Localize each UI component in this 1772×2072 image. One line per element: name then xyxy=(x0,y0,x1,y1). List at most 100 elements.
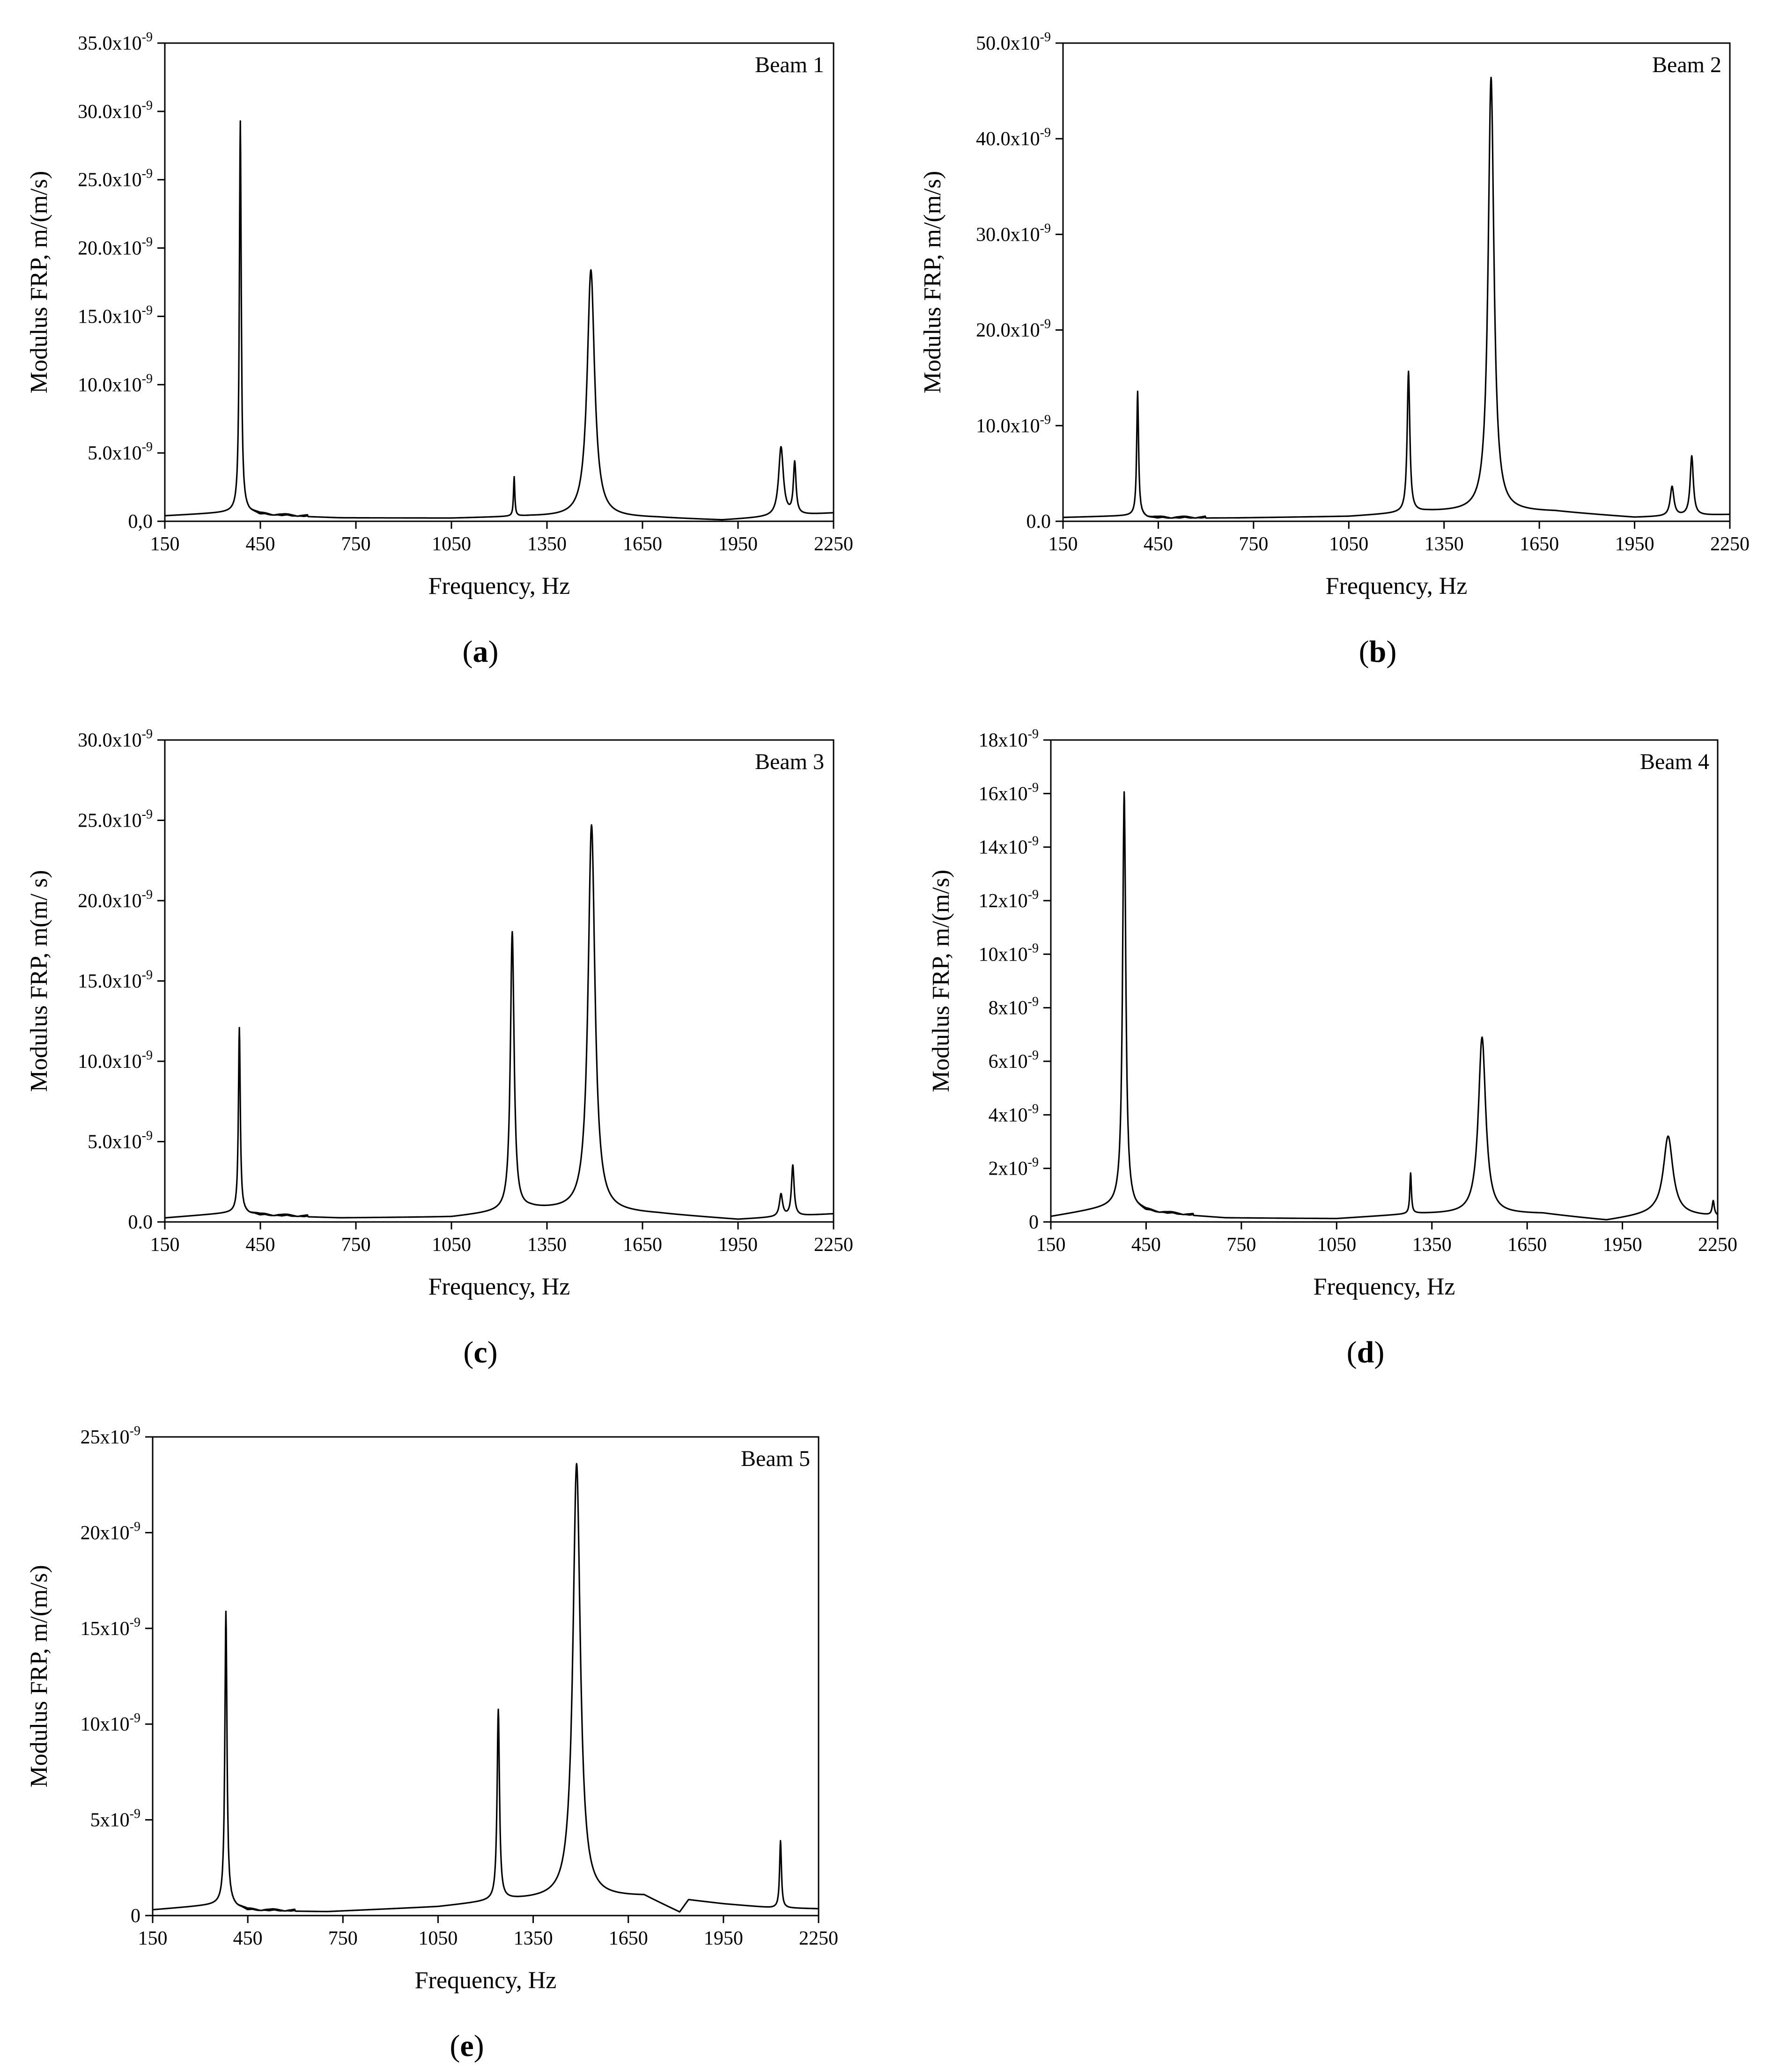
x-tick-label: 1350 xyxy=(527,533,567,555)
x-axis-title: Frequency, Hz xyxy=(1314,1273,1455,1300)
y-tick-label: 15.0x10-9 xyxy=(78,968,153,992)
chart-panel-d: 150 450 750 1050 1350 1650 1950 2250 0 2x10-9 4x10… xyxy=(928,727,1737,1300)
x-tick-label: 1650 xyxy=(609,1928,648,1949)
y-tick-label: 0 xyxy=(131,1905,140,1927)
y-axis-title: Modulus FRP, m(m/ s) xyxy=(26,870,52,1092)
y-tick-label: 20.0x10-9 xyxy=(78,888,153,912)
x-tick-label: 2250 xyxy=(799,1928,838,1949)
peak-point xyxy=(239,121,241,123)
y-tick-label: 25x10-9 xyxy=(81,1424,140,1448)
peak-point xyxy=(1137,392,1138,394)
y-tick-label: 0.0 xyxy=(128,1212,153,1233)
y-tick-label: 25.0x10-9 xyxy=(78,807,153,832)
x-tick-label: 1050 xyxy=(1317,1234,1356,1256)
peak-point xyxy=(1481,1036,1483,1038)
panel-label-a: (a) xyxy=(463,635,499,669)
x-tick-label: 450 xyxy=(246,533,275,555)
x-tick-label: 2250 xyxy=(1698,1234,1737,1256)
y-tick-label: 10x10-9 xyxy=(979,941,1039,965)
x-tick-label: 2250 xyxy=(1710,533,1750,555)
peak-point xyxy=(792,1165,794,1167)
x-tick-label: 750 xyxy=(341,1234,371,1256)
panel-label-c: (c) xyxy=(463,1335,497,1369)
y-axis-title: Modulus FRP, m/(m/s) xyxy=(26,171,52,393)
x-tick-label: 150 xyxy=(1036,1234,1066,1256)
x-tick-label: 750 xyxy=(1239,533,1268,555)
chart-panel-c: 150 450 750 1050 1350 1650 1950 2250 0.0 5.0x10-9… xyxy=(26,727,853,1300)
y-tick-label: 10.0x10-9 xyxy=(976,413,1051,437)
y-tick-label: 6x10-9 xyxy=(989,1048,1039,1073)
peak-point xyxy=(1691,455,1693,457)
y-axis-title: Modulus FRP, m/(m/s) xyxy=(26,1565,52,1787)
y-tick-label: 50.0x10-9 xyxy=(976,30,1051,54)
peak-point xyxy=(1123,792,1125,794)
y-tick-label: 12x10-9 xyxy=(979,888,1039,912)
x-tick-label: 1950 xyxy=(718,1234,758,1256)
x-tick-label: 1950 xyxy=(1615,533,1654,555)
x-tick-label: 1050 xyxy=(418,1928,458,1949)
plot-frame xyxy=(152,1436,820,1917)
x-tick-label: 150 xyxy=(138,1928,168,1949)
y-tick-label: 10x10-9 xyxy=(81,1711,140,1735)
y-tick-label: 15x10-9 xyxy=(81,1615,140,1640)
beam-label: Beam 3 xyxy=(755,749,824,774)
peak-point xyxy=(1410,1173,1411,1175)
x-tick-label: 1350 xyxy=(527,1234,567,1256)
beam-label: Beam 2 xyxy=(1652,52,1721,77)
x-tick-label: 750 xyxy=(328,1928,358,1949)
x-tick-label: 2250 xyxy=(814,533,853,555)
x-tick-label: 450 xyxy=(1144,533,1173,555)
x-axis-title: Frequency, Hz xyxy=(428,1273,570,1300)
y-tick-label: 20.0x10-9 xyxy=(78,235,153,259)
x-tick-label: 450 xyxy=(233,1928,263,1949)
y-tick-label: 0,0 xyxy=(128,511,153,533)
x-tick-label: 1650 xyxy=(1507,1234,1547,1256)
peak-point xyxy=(794,463,796,465)
series-line xyxy=(164,824,834,1220)
chart-panel-b: 150 450 750 1050 1350 1650 1950 2250 0.0 10.0x10-… xyxy=(919,30,1750,599)
x-tick-label: 1650 xyxy=(1520,533,1559,555)
x-tick-label: 1050 xyxy=(432,1234,471,1256)
y-tick-label: 14x10-9 xyxy=(979,834,1039,858)
x-axis-title: Frequency, Hz xyxy=(415,1967,557,1994)
peak-point xyxy=(780,1194,782,1196)
y-tick-label: 10.0x10-9 xyxy=(78,371,153,396)
x-tick-label: 1650 xyxy=(623,1234,662,1256)
panel-label-b: (b) xyxy=(1359,635,1397,669)
x-tick-label: 1950 xyxy=(704,1928,743,1949)
y-tick-label: 16x10-9 xyxy=(979,780,1039,805)
y-tick-label: 5.0x10-9 xyxy=(88,440,153,464)
peak-point xyxy=(225,1612,227,1614)
panel-label-e: (e) xyxy=(450,2029,484,2063)
y-tick-label: 0.0 xyxy=(1026,511,1051,533)
series-line xyxy=(1063,76,1730,519)
peak-point xyxy=(1490,77,1492,79)
y-tick-label: 8x10-9 xyxy=(989,995,1039,1019)
peak-point xyxy=(780,446,782,448)
y-tick-label: 40.0x10-9 xyxy=(976,126,1051,150)
x-tick-label: 1350 xyxy=(1425,533,1464,555)
peak-point xyxy=(497,1710,499,1712)
peak-point xyxy=(1667,1135,1669,1137)
x-tick-label: 150 xyxy=(150,1234,180,1256)
series-line xyxy=(1050,791,1718,1221)
x-tick-label: 150 xyxy=(1048,533,1078,555)
y-tick-label: 30.0x10-9 xyxy=(78,727,153,751)
x-tick-label: 450 xyxy=(1131,1234,1161,1256)
peak-point xyxy=(780,1840,782,1842)
x-tick-label: 1350 xyxy=(514,1928,553,1949)
y-tick-label: 4x10-9 xyxy=(989,1102,1039,1126)
x-tick-label: 1650 xyxy=(623,533,662,555)
beam-label: Beam 4 xyxy=(1640,749,1709,774)
chart-panel-e: 150 450 750 1050 1350 1650 1950 2250 0 5x10-9 10x1… xyxy=(26,1424,838,1994)
peak-point xyxy=(511,932,513,934)
x-tick-label: 1350 xyxy=(1412,1234,1452,1256)
y-tick-label: 10.0x10-9 xyxy=(78,1048,153,1073)
series-line xyxy=(152,1463,819,1913)
y-tick-label: 5x10-9 xyxy=(90,1807,140,1831)
x-tick-label: 750 xyxy=(1226,1234,1256,1256)
y-tick-label: 2x10-9 xyxy=(989,1155,1039,1180)
panel-label-d: (d) xyxy=(1347,1335,1385,1369)
y-tick-label: 5.0x10-9 xyxy=(88,1129,153,1153)
